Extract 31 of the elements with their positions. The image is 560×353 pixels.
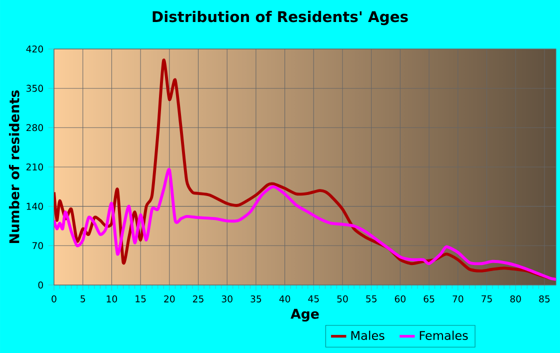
x-tick-label: 65 xyxy=(424,295,434,302)
chart-title: Distribution of Residents' Ages xyxy=(152,10,408,26)
y-tick-label: 0 xyxy=(38,281,43,289)
x-tick-label: 25 xyxy=(193,295,204,302)
legend-label: Females xyxy=(420,330,468,340)
x-tick-label: 20 xyxy=(164,295,175,302)
y-tick-label: 420 xyxy=(26,45,43,53)
y-tick-label: 350 xyxy=(26,84,43,92)
x-tick-label: 30 xyxy=(222,295,232,302)
y-tick-label: 210 xyxy=(26,163,43,171)
x-tick-label: 35 xyxy=(250,295,262,302)
x-tick-label: 60 xyxy=(394,295,406,302)
line-series xyxy=(54,168,556,281)
x-axis-title: Age xyxy=(290,308,319,322)
x-tick-label: 55 xyxy=(366,295,376,302)
x-tick-label: 40 xyxy=(279,295,290,302)
x-tick-label: 15 xyxy=(136,295,146,302)
x-tick-label: 75 xyxy=(482,295,492,302)
x-tick-label: 5 xyxy=(80,295,86,302)
y-axis-title: Number of residents xyxy=(8,90,20,243)
legend-label: Males xyxy=(351,330,384,340)
y-tick-label: 280 xyxy=(26,124,43,132)
x-tick-label: 70 xyxy=(452,295,464,302)
y-tick-label: 140 xyxy=(26,202,43,210)
x-tick-label: 80 xyxy=(510,295,521,302)
x-tick-label: 85 xyxy=(539,295,550,302)
x-tick-label: 0 xyxy=(52,295,56,302)
x-tick-label: 50 xyxy=(337,295,348,302)
y-tick-label: 70 xyxy=(32,242,43,250)
x-tick-label: 10 xyxy=(106,295,118,302)
x-tick-label: 45 xyxy=(308,295,319,302)
